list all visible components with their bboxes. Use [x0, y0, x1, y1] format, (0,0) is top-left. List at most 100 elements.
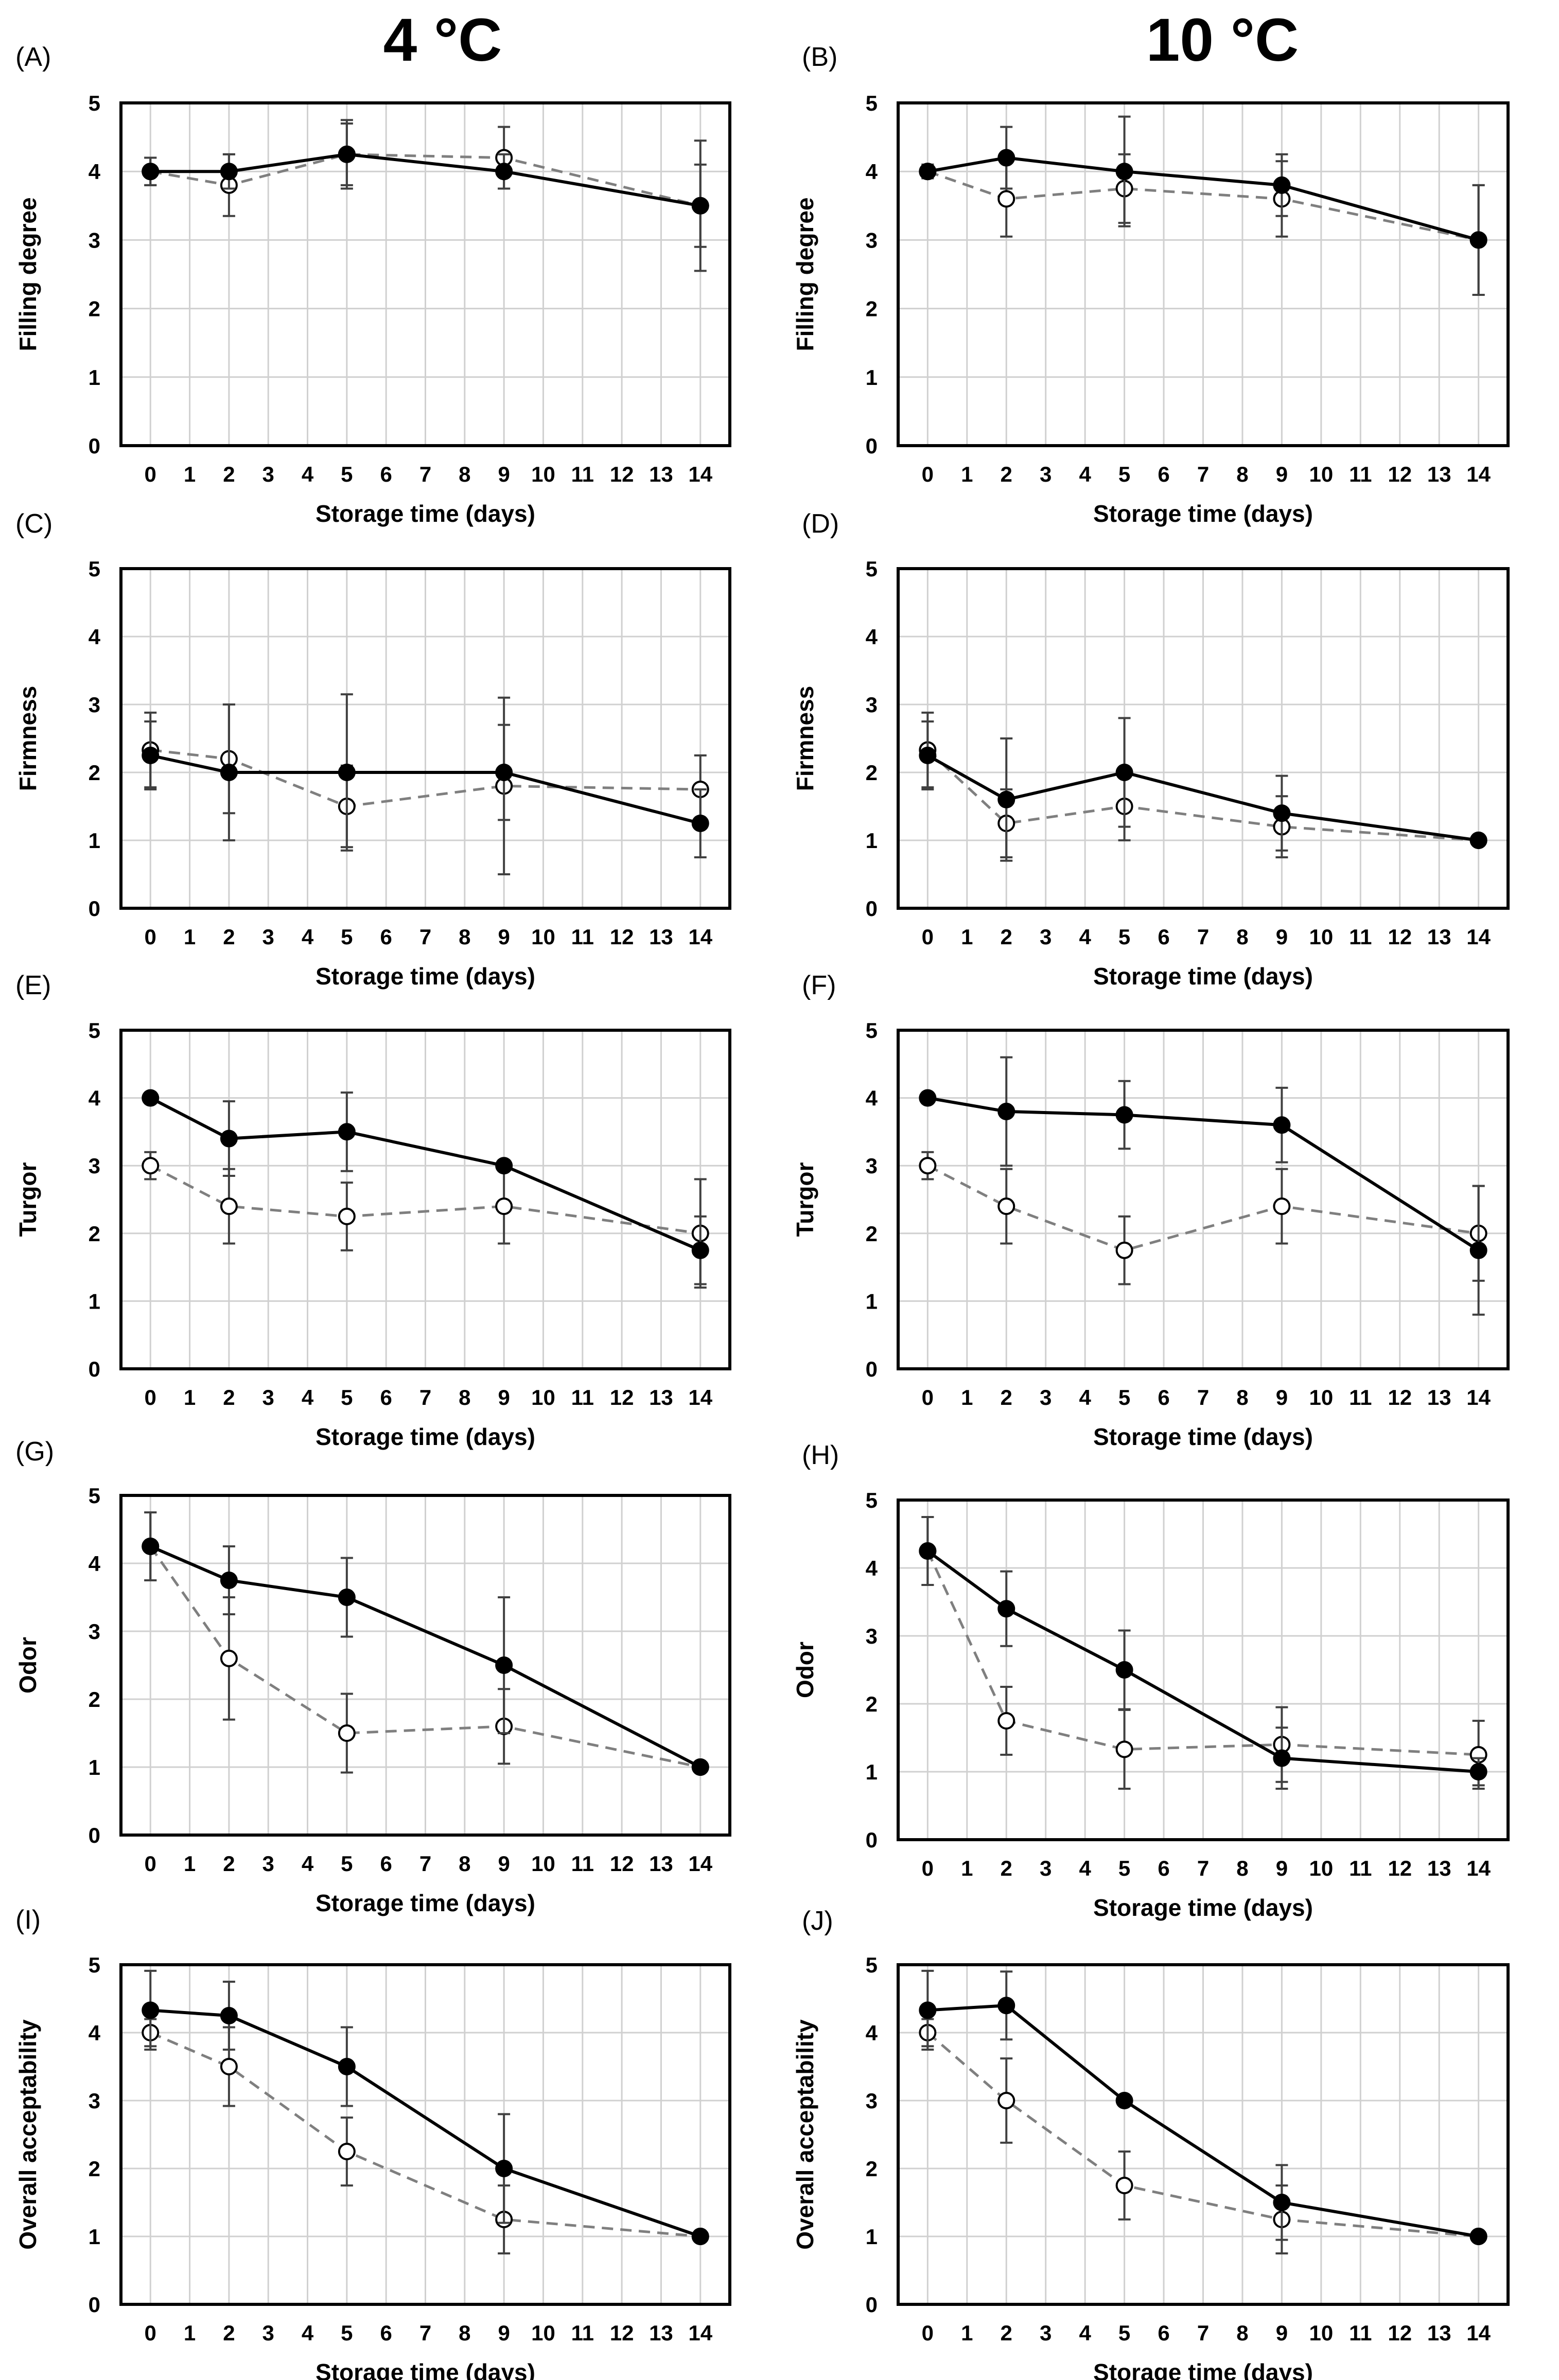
x-tick-label: 13	[1427, 1856, 1451, 1880]
x-tick-label: 5	[341, 462, 353, 486]
x-tick-label: 3	[262, 1385, 274, 1409]
x-tick-label: 3	[262, 2321, 274, 2345]
data-point-filled	[220, 1572, 238, 1589]
series-line-open	[149, 1545, 701, 1769]
y-tick-label: 5	[89, 1953, 100, 1977]
data-point-filled	[220, 1130, 238, 1148]
x-tick-label: 5	[341, 1852, 353, 1876]
plot-frame	[897, 1029, 1510, 1370]
x-tick-label: 13	[1427, 925, 1451, 949]
data-point-filled	[919, 747, 937, 764]
data-point-filled	[338, 1123, 356, 1141]
y-tick-label: 0	[866, 896, 878, 921]
x-tick-label: 4	[1079, 925, 1091, 949]
x-tick-label: 7	[1197, 462, 1209, 486]
data-point-open	[1273, 1197, 1291, 1215]
x-tick-label: 14	[688, 2321, 712, 2345]
x-tick-label: 13	[1427, 2321, 1451, 2345]
y-tick-label: 0	[89, 1357, 100, 1381]
plot-frame	[119, 101, 731, 447]
x-tick-label: 3	[262, 925, 274, 949]
x-tick-label: 8	[1236, 462, 1248, 486]
x-tick-label: 8	[1236, 2321, 1248, 2345]
panel-label-e: (E)	[15, 971, 51, 1000]
x-tick-label: 14	[1466, 1385, 1491, 1409]
y-tick-label: 2	[866, 297, 878, 321]
data-point-filled	[495, 764, 513, 781]
x-tick-label: 6	[380, 462, 392, 486]
y-tick-label: 1	[866, 365, 878, 390]
series-line-open	[927, 170, 1479, 241]
x-tick-label: 1	[961, 2321, 973, 2345]
x-tick-label: 1	[961, 462, 973, 486]
x-tick-label: 0	[922, 2321, 934, 2345]
data-point-filled	[997, 1102, 1015, 1120]
x-tick-label: 10	[531, 2321, 555, 2345]
panel-label-g: (G)	[15, 1437, 54, 1467]
data-point-filled	[142, 747, 160, 764]
y-tick-label: 3	[866, 2089, 878, 2113]
x-tick-label: 9	[1276, 925, 1288, 949]
y-tick-label: 0	[89, 2293, 100, 2317]
x-tick-label: 9	[498, 462, 510, 486]
column-title-10c: 10 °C	[1146, 6, 1299, 74]
x-tick-label: 0	[145, 2321, 156, 2345]
y-tick-label: 0	[89, 896, 100, 921]
y-tick-label: 2	[89, 1687, 100, 1712]
y-tick-label: 2	[866, 761, 878, 785]
y-tick-label: 5	[89, 557, 100, 581]
x-tick-label: 8	[459, 1852, 470, 1876]
x-tick-label: 6	[1158, 1856, 1169, 1880]
x-tick-label: 10	[1309, 1856, 1333, 1880]
x-tick-label: 1	[961, 1385, 973, 1409]
x-tick-label: 11	[1349, 925, 1372, 949]
x-tick-label: 11	[571, 1852, 594, 1876]
data-point-filled	[142, 1089, 160, 1107]
x-tick-label: 8	[459, 462, 470, 486]
data-point-filled	[1273, 1116, 1291, 1134]
y-tick-label: 4	[89, 1552, 101, 1576]
x-tick-label: 13	[649, 925, 673, 949]
x-axis-label: Storage time (days)	[316, 500, 535, 527]
x-tick-label: 13	[1427, 462, 1451, 486]
data-point-filled	[338, 1589, 356, 1606]
y-tick-label: 2	[89, 297, 100, 321]
x-tick-label: 14	[1466, 2321, 1491, 2345]
x-tick-label: 5	[1118, 2321, 1130, 2345]
x-tick-label: 6	[1158, 925, 1169, 949]
x-tick-label: 0	[922, 1385, 934, 1409]
y-tick-label: 4	[866, 1556, 878, 1580]
y-axis-label: Firmness	[14, 686, 41, 791]
x-tick-label: 11	[1349, 462, 1372, 486]
x-tick-label: 7	[419, 925, 431, 949]
x-tick-label: 6	[380, 1852, 392, 1876]
x-tick-label: 4	[302, 462, 314, 486]
x-tick-label: 1	[184, 1385, 196, 1409]
x-tick-label: 12	[1388, 925, 1412, 949]
y-tick-label: 1	[89, 828, 100, 853]
x-tick-label: 9	[1276, 1856, 1288, 1880]
data-point-open	[997, 190, 1015, 208]
x-tick-label: 8	[1236, 925, 1248, 949]
x-tick-label: 14	[1466, 925, 1491, 949]
y-tick-label: 4	[89, 1086, 101, 1110]
x-tick-label: 12	[610, 1385, 634, 1409]
data-point-filled	[1273, 804, 1291, 822]
plot-frame	[897, 101, 1510, 447]
y-tick-label: 0	[89, 1823, 100, 1847]
x-tick-label: 3	[1040, 1385, 1052, 1409]
x-tick-label: 8	[1236, 1856, 1248, 1880]
x-tick-label: 10	[1309, 925, 1333, 949]
x-tick-label: 9	[1276, 2321, 1288, 2345]
data-point-filled	[1115, 1106, 1133, 1124]
x-tick-label: 7	[419, 1852, 431, 1876]
y-axis-label: Overall acceptability	[792, 2019, 818, 2250]
y-tick-label: 2	[866, 1222, 878, 1246]
data-point-filled	[1469, 2228, 1487, 2245]
y-tick-label: 1	[866, 828, 878, 853]
x-tick-label: 6	[1158, 2321, 1169, 2345]
x-tick-label: 13	[649, 1852, 673, 1876]
y-tick-label: 4	[89, 625, 101, 649]
